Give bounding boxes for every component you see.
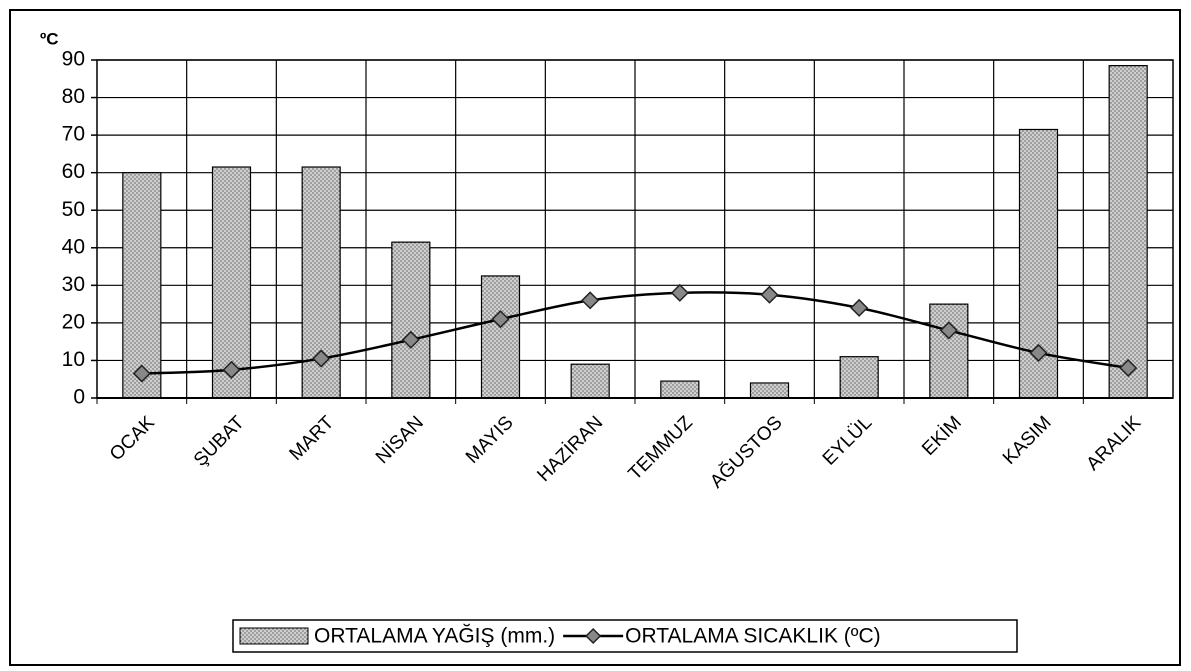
bar [391, 241, 431, 399]
line-marker [850, 298, 869, 317]
line-marker [670, 283, 689, 302]
bar [749, 382, 790, 399]
y-tick-label: 40 [62, 235, 85, 258]
y-axis-label: ºC [40, 29, 59, 48]
line-marker [222, 360, 241, 379]
y-tick-label: 60 [62, 160, 85, 183]
line-marker [1029, 343, 1048, 362]
y-tick-label: 10 [62, 348, 85, 371]
bar [839, 356, 879, 399]
legend-box [232, 619, 1018, 653]
bar [211, 166, 252, 399]
bar [929, 303, 969, 399]
line-marker [760, 285, 779, 304]
line-marker [401, 330, 420, 349]
y-tick-label: 80 [62, 85, 85, 108]
legend-label: ORTALAMA YAĞIŞ (mm.) [314, 625, 555, 648]
line-marker [939, 321, 958, 340]
line-marker [1119, 358, 1138, 378]
y-tick-label: 20 [62, 310, 85, 333]
line-marker [132, 364, 151, 383]
y-tick-label: 30 [62, 273, 85, 296]
legend-swatch [239, 627, 309, 645]
line-marker [491, 310, 510, 329]
line-marker [581, 291, 600, 310]
y-tick-label: 0 [73, 386, 85, 409]
legend-marker [585, 627, 602, 645]
bar [570, 363, 610, 399]
legend-label: ORTALAMA SICAKLIK (ºC) [625, 625, 880, 648]
line [141, 291, 1129, 375]
y-tick-label: 70 [62, 123, 85, 146]
bar [480, 275, 521, 399]
y-tick-label: 90 [62, 48, 85, 71]
y-tick-label: 50 [62, 198, 85, 221]
line-marker [312, 349, 331, 368]
bar [1108, 65, 1148, 399]
bar [122, 172, 162, 399]
bar [660, 380, 700, 399]
